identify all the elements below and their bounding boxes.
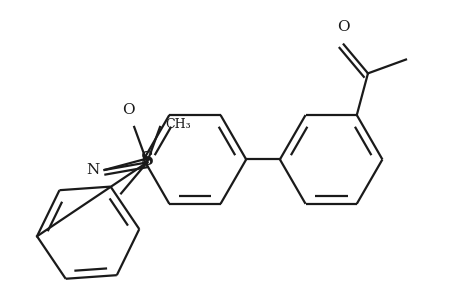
Text: O: O	[122, 103, 135, 118]
Text: S: S	[140, 151, 153, 169]
Text: O: O	[336, 20, 349, 34]
Text: CH₃: CH₃	[165, 118, 190, 131]
Text: N: N	[86, 163, 99, 177]
